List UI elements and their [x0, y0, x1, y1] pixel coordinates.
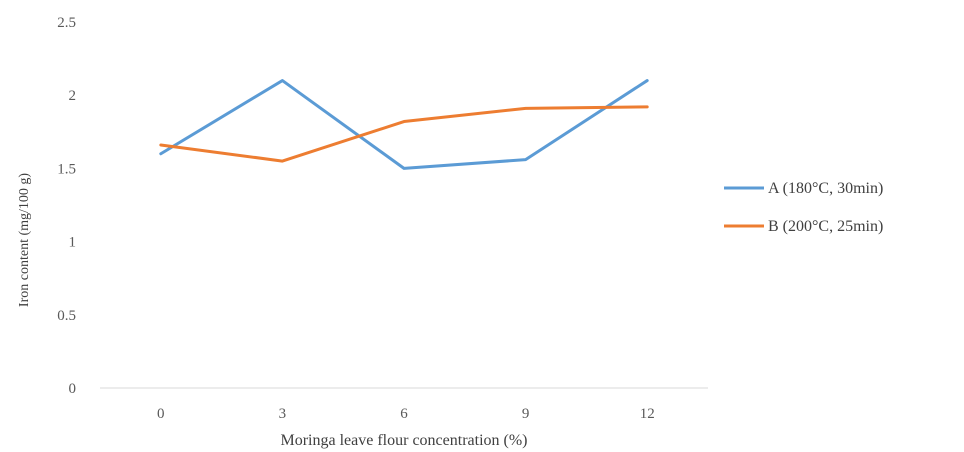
legend-label: A (180°C, 30min): [768, 180, 883, 197]
x-tick-label: 0: [157, 406, 165, 422]
y-axis-ticks: 0 0.5 1 1.5 2 2.5: [57, 15, 76, 397]
series-line-b: [159, 105, 649, 163]
x-tick-label: 6: [400, 406, 408, 422]
y-tick-label: 0: [69, 381, 77, 397]
series-line-a: [159, 79, 649, 170]
x-tick-label: 9: [522, 406, 530, 422]
legend-label: B (200°C, 25min): [768, 218, 883, 235]
x-axis-title: Moringa leave flour concentration (%): [280, 432, 527, 449]
y-tick-label: 1.5: [57, 161, 76, 177]
series-lines: [159, 79, 649, 170]
y-tick-label: 2.5: [57, 15, 76, 31]
y-tick-label: 0.5: [57, 308, 76, 324]
x-tick-label: 12: [640, 406, 655, 422]
y-tick-label: 2: [69, 88, 77, 104]
legend: A (180°C, 30min) B (200°C, 25min): [724, 180, 883, 235]
x-tick-label: 3: [279, 406, 287, 422]
y-tick-label: 1: [69, 235, 77, 251]
x-axis-ticks: 0 3 6 9 12: [157, 406, 655, 422]
y-axis-title: Iron content (mg/100 g): [17, 173, 32, 307]
